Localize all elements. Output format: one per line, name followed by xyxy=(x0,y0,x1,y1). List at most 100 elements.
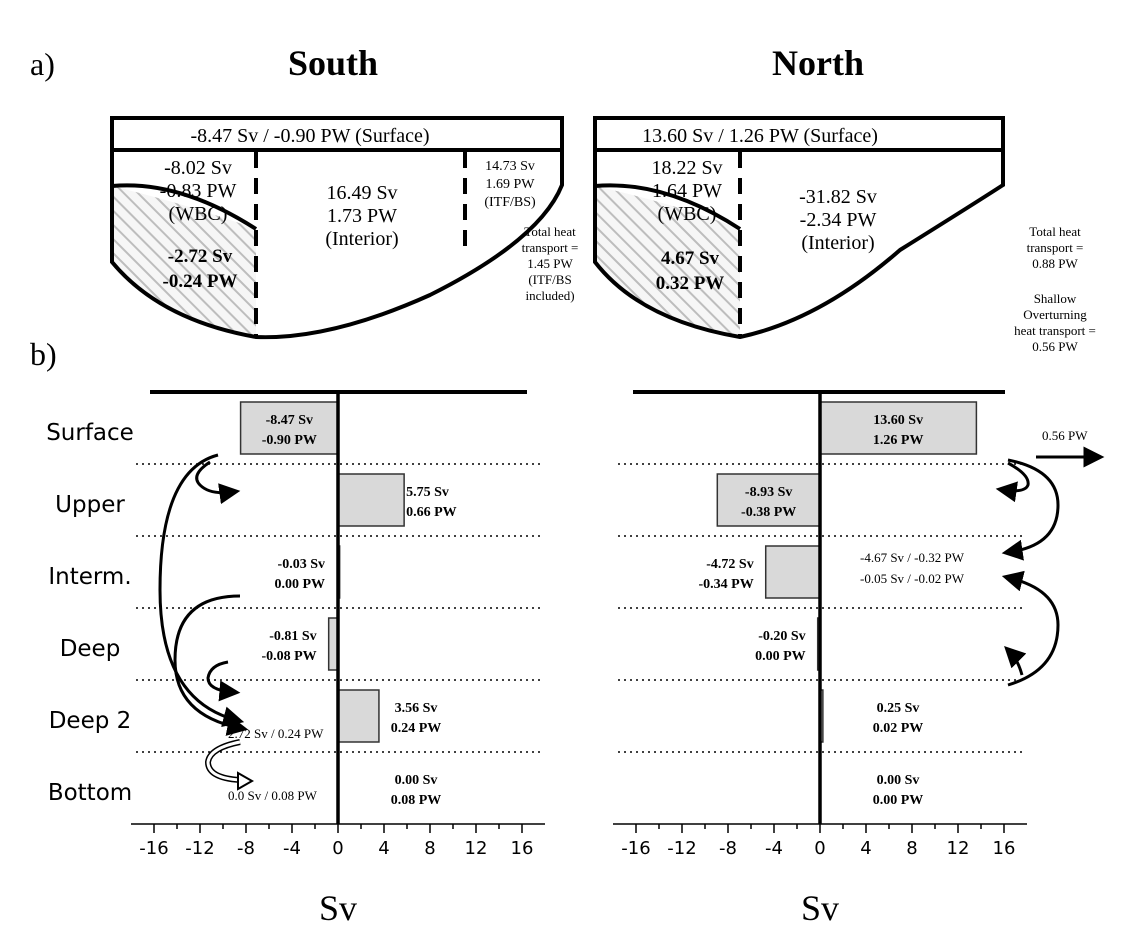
layer-label-deep: Deep xyxy=(60,636,121,662)
data-label-pw: 0.08 PW xyxy=(391,793,442,808)
data-label-pw: 0.02 PW xyxy=(873,721,924,736)
data-label-sv: 0.25 Sv xyxy=(877,701,920,716)
south-itf-pw: 1.69 PW xyxy=(486,177,536,192)
north-interior-sv: -31.82 Sv xyxy=(799,186,877,208)
x-tick-label: -16 xyxy=(139,838,168,859)
north-total-note: Total heat transport = 0.88 PW xyxy=(1027,224,1084,271)
svg-text:Shallow: Shallow xyxy=(1034,291,1077,306)
north-surface-label: 13.60 Sv / 1.26 PW (Surface) xyxy=(642,125,878,147)
svg-text:Total heat: Total heat xyxy=(524,224,576,239)
x-axis-label: Sv xyxy=(801,888,839,928)
south-itf-label: (ITF/BS) xyxy=(484,195,536,210)
north-interior-pw: -2.34 PW xyxy=(800,209,877,231)
x-tick-label: 0 xyxy=(814,838,825,859)
svg-text:0.88 PW: 0.88 PW xyxy=(1032,256,1078,271)
south-interior-label: (Interior) xyxy=(325,228,398,250)
x-tick-label: 16 xyxy=(993,838,1016,859)
data-label-sv: 0.00 Sv xyxy=(877,773,920,788)
x-tick-label: 12 xyxy=(947,838,970,859)
svg-text:0.56 PW: 0.56 PW xyxy=(1032,339,1078,354)
x-tick-label: -8 xyxy=(237,838,255,859)
south-transport-chart: -8.47 Sv -0.90 PW 5.75 Sv 0.66 PW -0.03 Sv 0.… xyxy=(131,390,545,928)
svg-text:heat transport =: heat transport = xyxy=(1014,323,1096,338)
x-tick-label: 8 xyxy=(906,838,917,859)
data-label-pw: -0.34 PW xyxy=(699,577,754,592)
south-total-note: Total heat transport = 1.45 PW (ITF/BS i… xyxy=(522,224,579,303)
south-hatched-region xyxy=(112,186,256,337)
data-label-sv: -0.81 Sv xyxy=(269,629,316,644)
data-label-pw: -0.90 PW xyxy=(262,433,317,448)
bar-surface xyxy=(239,401,339,455)
svg-text:included): included) xyxy=(525,288,574,303)
layer-label-surface: Surface xyxy=(46,420,134,446)
data-label-pw: -0.38 PW xyxy=(741,505,796,520)
north-hatched-sv: 4.67 Sv xyxy=(661,248,720,269)
panel-a-label: a) xyxy=(30,46,55,82)
data-label-sv: 0.00 Sv xyxy=(395,773,438,788)
north-arrows xyxy=(995,446,1105,687)
north-interm-annotation-1: -4.67 Sv / -0.32 PW xyxy=(860,550,965,565)
south-bottom-annotation: 0.0 Sv / 0.08 PW xyxy=(228,788,318,803)
north-shallow-note: Shallow Overturning heat transport = 0.5… xyxy=(1014,291,1096,354)
south-wbc-pw: -0.83 PW xyxy=(160,180,237,202)
svg-text:Overturning: Overturning xyxy=(1023,307,1087,322)
layer-label-bottom: Bottom xyxy=(48,780,132,806)
x-tick-label: 4 xyxy=(860,838,871,859)
south-basin-outline xyxy=(110,116,564,340)
south-wbc-label: (WBC) xyxy=(169,203,228,225)
data-label-sv: -4.72 Sv xyxy=(706,557,753,572)
x-tick-label: 12 xyxy=(465,838,488,859)
x-tick-label: -4 xyxy=(283,838,301,859)
data-label-pw: 0.00 PW xyxy=(274,577,325,592)
data-label-sv: 13.60 Sv xyxy=(873,413,923,428)
svg-text:transport =: transport = xyxy=(522,240,579,255)
svg-text:transport =: transport = xyxy=(1027,240,1084,255)
north-transport-chart: 13.60 Sv 1.26 PW -8.93 Sv -0.38 PW -4.72 Sv -… xyxy=(613,390,1027,928)
x-tick-label: -16 xyxy=(621,838,650,859)
panel-b-label: b) xyxy=(30,336,57,372)
data-label-sv: -8.93 Sv xyxy=(745,485,792,500)
x-tick-label: 0 xyxy=(332,838,343,859)
data-label-sv: -0.03 Sv xyxy=(278,557,325,572)
x-tick-label: -8 xyxy=(719,838,737,859)
data-label-sv: 3.56 Sv xyxy=(395,701,438,716)
bar-upper xyxy=(337,473,405,527)
north-basin-diagram: North 13.60 Sv / 1.26 PW (Surface) 18.22… xyxy=(593,43,1096,354)
bar-deep-2 xyxy=(337,689,380,743)
data-label-pw: 0.00 PW xyxy=(873,793,924,808)
x-tick-label: -12 xyxy=(185,838,214,859)
layer-labels: Surface Upper Interm. Deep Deep 2 Bottom xyxy=(46,420,134,806)
south-interior-sv: 16.49 Sv xyxy=(326,182,397,204)
data-label-pw: 0.66 PW xyxy=(406,505,457,520)
x-tick-label: 8 xyxy=(424,838,435,859)
data-label-sv: 5.75 Sv xyxy=(406,485,449,500)
layer-label-upper: Upper xyxy=(55,492,125,518)
layer-label-interm: Interm. xyxy=(48,564,131,590)
north-basin-outline xyxy=(593,116,1005,340)
x-axis-label: Sv xyxy=(319,888,357,928)
south-surface-label: -8.47 Sv / -0.90 PW (Surface) xyxy=(190,125,429,147)
bar-interm- xyxy=(764,545,821,599)
data-label-sv: -0.20 Sv xyxy=(758,629,805,644)
data-label-pw: 0.24 PW xyxy=(391,721,442,736)
x-tick-label: -12 xyxy=(667,838,696,859)
x-tick-label: 4 xyxy=(378,838,389,859)
north-wbc-pw: 1.64 PW xyxy=(652,180,722,202)
south-deep2-annotation: 2.72 Sv / 0.24 PW xyxy=(228,726,324,741)
north-wbc-sv: 18.22 Sv xyxy=(651,157,722,179)
data-label-pw: -0.08 PW xyxy=(261,649,316,664)
south-arrows xyxy=(158,453,255,791)
svg-text:1.45 PW: 1.45 PW xyxy=(527,256,573,271)
svg-text:(ITF/BS: (ITF/BS xyxy=(528,272,571,287)
north-interior-label: (Interior) xyxy=(801,232,874,254)
layer-label-deep2: Deep 2 xyxy=(49,708,132,734)
svg-text:Total heat: Total heat xyxy=(1029,224,1081,239)
south-itf-sv: 14.73 Sv xyxy=(485,159,535,174)
data-label-sv: -8.47 Sv xyxy=(266,413,313,428)
bar-upper xyxy=(716,473,821,527)
north-hatched-pw: 0.32 PW xyxy=(656,273,725,294)
south-interior-pw: 1.73 PW xyxy=(327,205,397,227)
data-label-pw: 0.00 PW xyxy=(755,649,806,664)
north-wbc-label: (WBC) xyxy=(658,203,717,225)
